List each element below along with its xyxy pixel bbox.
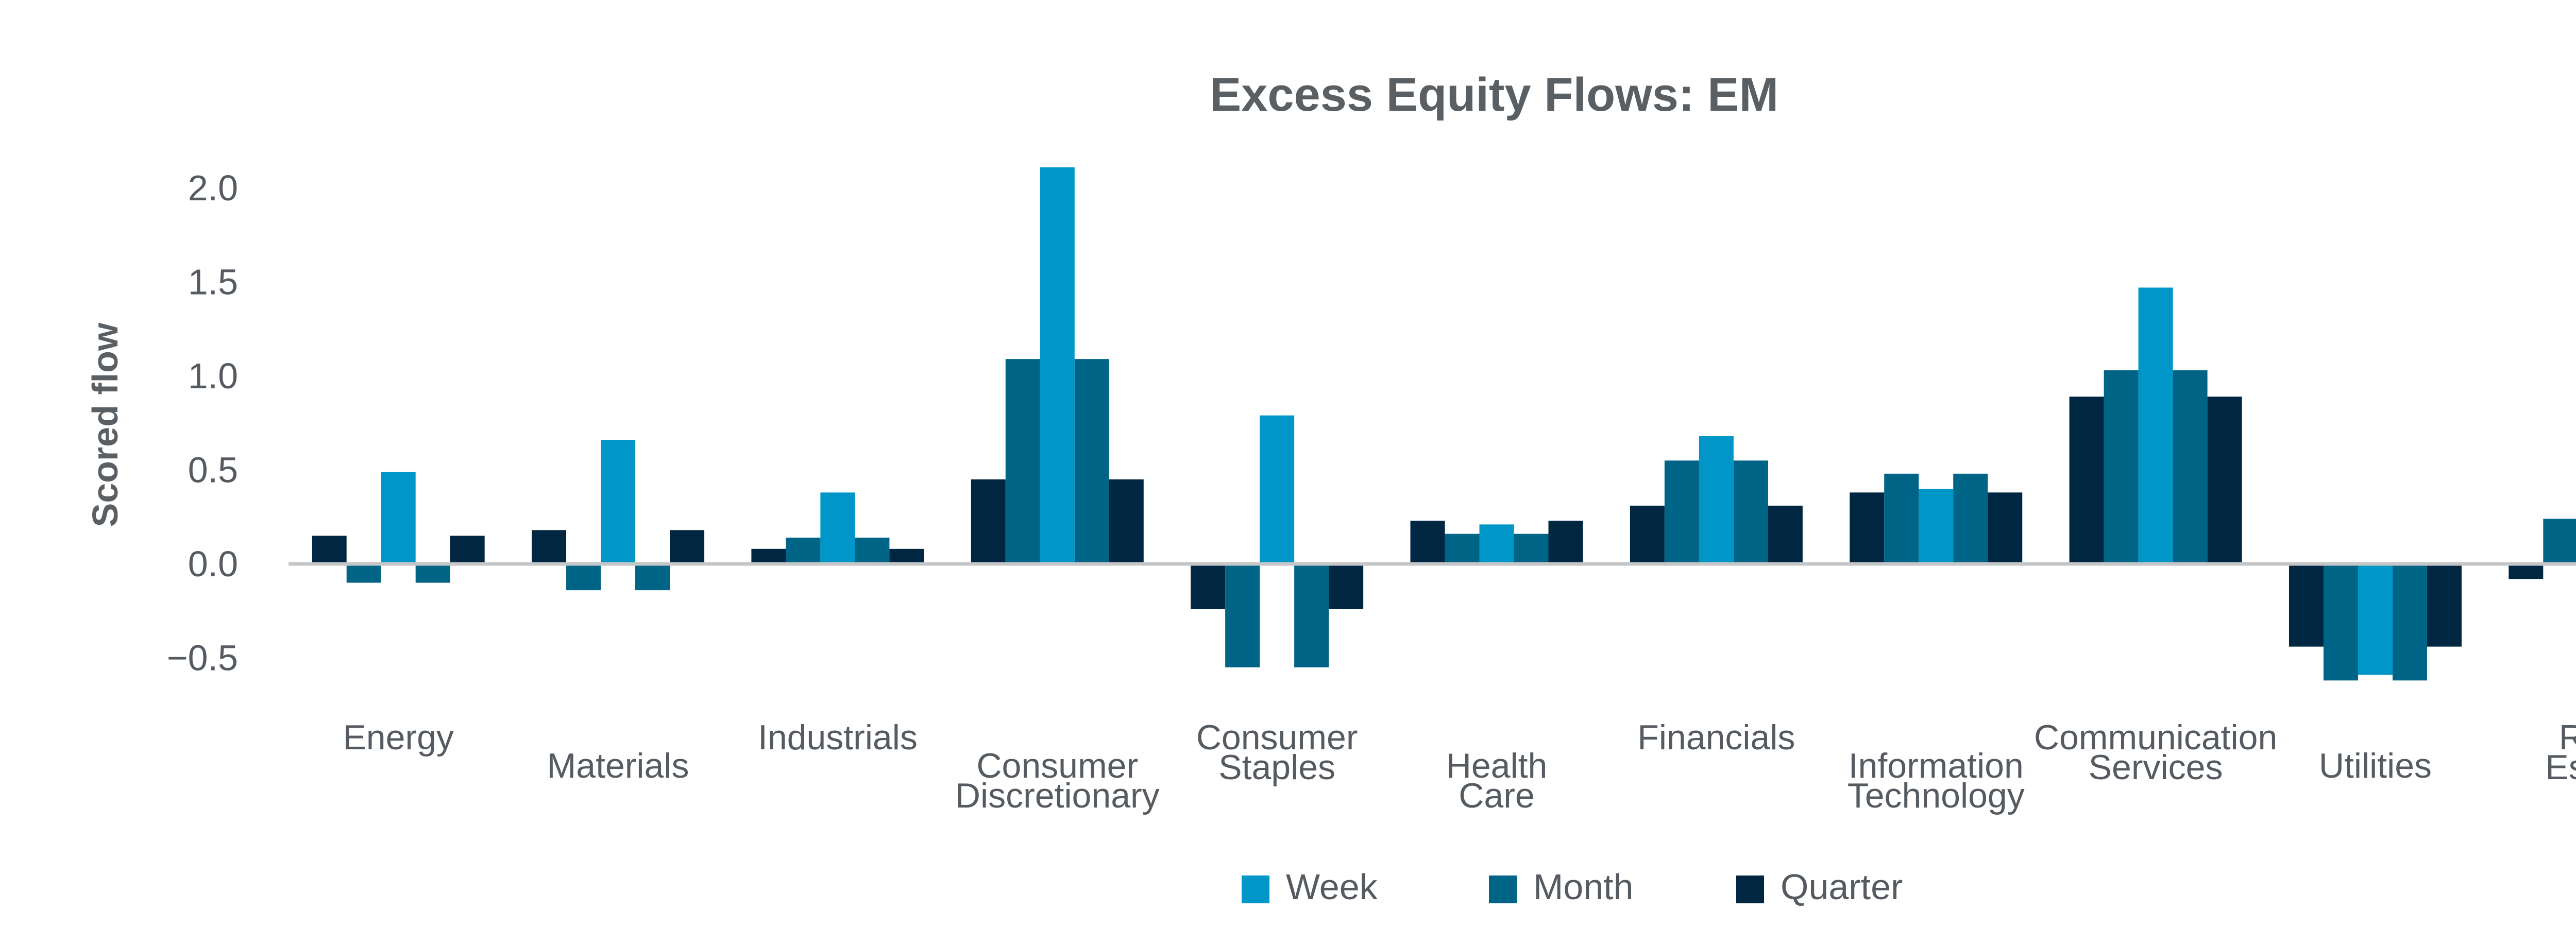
bar-quarter (1988, 492, 2023, 564)
x-tick-label: Estate (2545, 748, 2576, 787)
y-tick-label: −0.5 (167, 638, 238, 678)
bar-month (2323, 564, 2358, 681)
legend-label-quarter: Quarter (1781, 867, 1903, 907)
bar-month (415, 564, 450, 583)
y-tick-label: 0.0 (188, 544, 238, 584)
bar-month (346, 564, 381, 583)
bar-quarter (1768, 505, 1803, 564)
bar-quarter (2069, 397, 2104, 564)
x-tick-label: Consumer (1196, 718, 1358, 757)
legend-swatch-week (1242, 876, 1269, 903)
bar-month (1733, 460, 1768, 564)
bar-quarter (1410, 521, 1445, 564)
bar-month (2104, 370, 2139, 564)
y-tick-label: 1.0 (188, 356, 238, 396)
bar-month (2543, 519, 2576, 564)
bar-quarter (1548, 521, 1583, 564)
bar-week (601, 440, 636, 564)
y-tick-label: 1.5 (188, 262, 238, 302)
x-tick-label: Energy (343, 718, 453, 757)
bar-quarter (1109, 479, 1144, 564)
y-axis-ticks: 2.0 1.5 1.0 0.5 0.0 −0.5 (167, 168, 238, 678)
x-tick-label: Financials (1637, 718, 1795, 757)
bar-week (2358, 564, 2393, 675)
legend-swatch-quarter (1736, 876, 1764, 903)
bar-month (1884, 473, 1919, 564)
x-tick-label: Staples (1218, 748, 1335, 787)
bar-month (1445, 534, 1480, 564)
bar-month (635, 564, 670, 591)
bar-quarter (889, 548, 924, 564)
bar-week (1699, 436, 1734, 564)
bar-month (1225, 564, 1260, 667)
legend-swatch-month (1489, 876, 1517, 903)
bar-month (1005, 359, 1040, 564)
x-tick-label: Discretionary (955, 776, 1160, 815)
x-tick-label: Materials (547, 746, 689, 785)
bar-month (566, 564, 601, 591)
bar-month (1074, 359, 1109, 564)
bar-quarter (2207, 397, 2242, 564)
y-tick-label: 2.0 (188, 168, 238, 208)
x-tick-label: Consumer (976, 746, 1138, 785)
y-axis-label: Scored flow (85, 322, 125, 527)
bars (312, 167, 2576, 681)
bar-quarter (1850, 492, 1885, 564)
x-tick-label: Care (1459, 776, 1534, 815)
bar-month (2173, 370, 2208, 564)
bar-week (1260, 415, 1295, 564)
bar-quarter (1630, 505, 1665, 564)
bar-quarter (1329, 564, 1364, 609)
bar-quarter (2427, 564, 2462, 647)
x-tick-label: Real (2559, 718, 2576, 757)
x-tick-label: Industrials (758, 718, 918, 757)
legend: Week Month Quarter (1242, 867, 1903, 907)
bar-quarter (670, 530, 705, 564)
bar-quarter (450, 536, 485, 564)
bar-quarter (532, 530, 567, 564)
legend-label-month: Month (1533, 867, 1634, 907)
x-tick-label: Services (2089, 748, 2223, 787)
bar-month (1514, 534, 1549, 564)
x-tick-label: Utilities (2319, 746, 2432, 785)
chart-title: Excess Equity Flows: EM (1210, 68, 1778, 121)
bar-week (1919, 489, 1954, 564)
bar-week (1040, 167, 1075, 564)
bar-month (1953, 473, 1988, 564)
y-tick-label: 0.5 (188, 450, 238, 490)
bar-quarter (1191, 564, 1226, 609)
bar-week (2138, 287, 2173, 564)
x-tick-label: Communication (2034, 718, 2277, 757)
bar-month (786, 537, 821, 564)
x-tick-label: Health (1446, 746, 1548, 785)
bar-quarter (2289, 564, 2324, 647)
x-tick-label: Technology (1848, 776, 2025, 815)
bar-week (1479, 524, 1514, 564)
bar-month (1664, 460, 1699, 564)
x-axis-labels: EnergyMaterialsIndustrialsConsumerDiscre… (343, 718, 2576, 815)
bar-quarter (2509, 564, 2544, 579)
bar-month (1294, 564, 1329, 667)
bar-quarter (971, 479, 1006, 564)
bar-week (820, 492, 855, 564)
bar-quarter (312, 536, 347, 564)
bar-week (381, 472, 416, 564)
bar-month (2392, 564, 2427, 681)
legend-label-week: Week (1286, 867, 1378, 907)
bar-quarter (751, 548, 786, 564)
bar-month (855, 537, 890, 564)
x-tick-label: Information (1849, 746, 2024, 785)
